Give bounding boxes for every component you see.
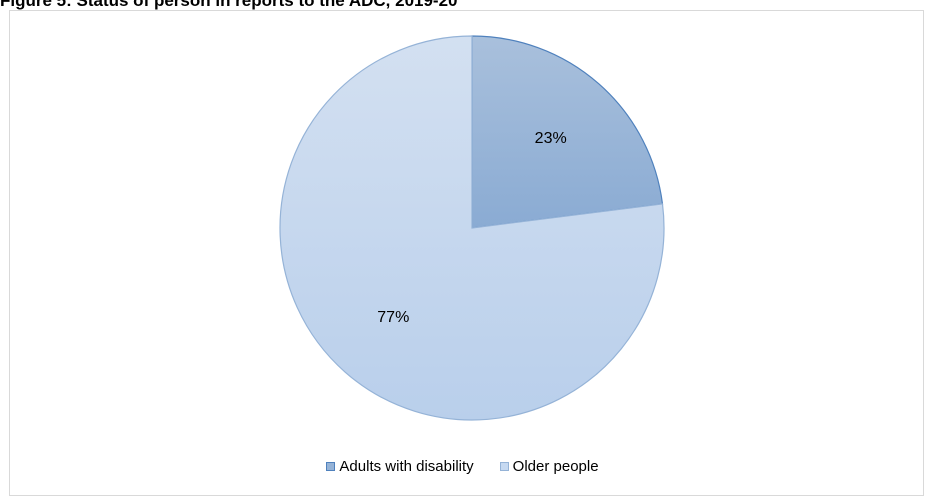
pie-slice-older-people [279,35,665,421]
legend-swatch-adults-with-disability [326,461,336,471]
pie-slice-adults-with-disability [471,35,664,229]
legend: Adults with disability Older people [0,456,925,476]
legend-item-adults-with-disability: Adults with disability [326,457,474,475]
data-label-older-people: 77% [377,309,409,326]
legend-label: Adults with disability [339,457,474,475]
legend-swatch-older-people [499,461,509,471]
data-label-adults-with-disability: 23% [535,130,567,147]
legend-item-older-people: Older people [499,457,599,475]
chart-title: Figure 5: Status of person in reports to… [0,0,458,10]
legend-label: Older people [512,457,599,475]
